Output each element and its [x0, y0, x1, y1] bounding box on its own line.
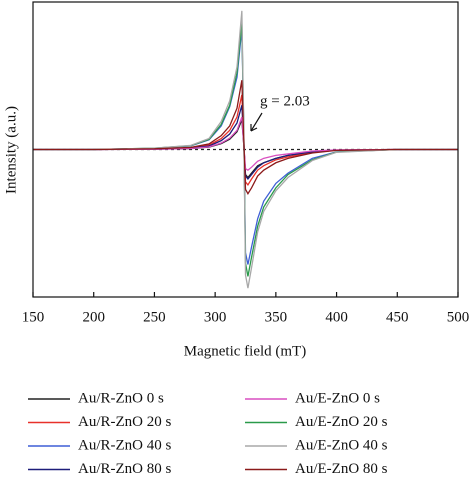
- legend-label: Au/E-ZnO 80 s: [295, 461, 388, 477]
- legend-label: Au/R-ZnO 0 s: [78, 390, 164, 406]
- x-tick-label: 300: [204, 309, 227, 325]
- series-line: [33, 116, 458, 171]
- x-tick-label: 500: [447, 309, 470, 325]
- x-tick-label: 400: [325, 309, 348, 325]
- x-tick-label: 200: [82, 309, 105, 325]
- x-tick-label: 250: [143, 309, 166, 325]
- x-tick-label: 150: [22, 309, 45, 325]
- series-line: [33, 80, 458, 196]
- x-axis-label: Magnetic field (mT): [184, 343, 306, 359]
- legend-label: Au/R-ZnO 40 s: [78, 437, 171, 453]
- series-line: [33, 10, 458, 289]
- legend-label: Au/E-ZnO 20 s: [295, 414, 388, 430]
- legend-label: Au/R-ZnO 80 s: [78, 461, 171, 477]
- annotation: g = 2.03: [260, 93, 310, 109]
- x-tick-label: 350: [265, 309, 288, 325]
- annotation-arrow: [250, 112, 263, 132]
- legend-label: Au/R-ZnO 20 s: [78, 414, 171, 430]
- legend-label: Au/E-ZnO 40 s: [295, 437, 388, 453]
- legend-label: Au/E-ZnO 0 s: [295, 390, 380, 406]
- x-tick-label: 450: [386, 309, 409, 325]
- plot-frame: [32, 1, 459, 298]
- annotation-arrowhead: [250, 124, 258, 132]
- y-axis-label: Intensity (a.u.): [3, 106, 19, 194]
